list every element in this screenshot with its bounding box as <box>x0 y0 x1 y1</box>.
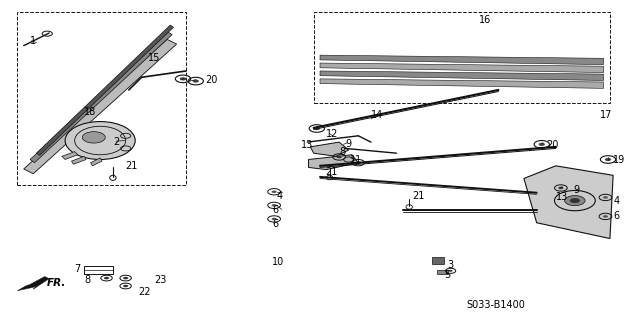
Text: 12: 12 <box>326 129 339 139</box>
Text: 13: 13 <box>301 140 313 150</box>
Ellipse shape <box>603 215 608 218</box>
Bar <box>436 270 448 274</box>
Polygon shape <box>91 158 102 166</box>
Text: 11: 11 <box>350 155 362 165</box>
Text: 21: 21 <box>125 161 138 171</box>
Bar <box>431 256 444 264</box>
Text: 8: 8 <box>84 275 90 285</box>
Ellipse shape <box>123 285 128 287</box>
Text: 9: 9 <box>573 184 579 195</box>
Polygon shape <box>320 55 604 65</box>
Text: 22: 22 <box>138 287 151 297</box>
Text: 6: 6 <box>613 211 620 221</box>
Polygon shape <box>72 156 86 164</box>
Ellipse shape <box>603 196 608 199</box>
Polygon shape <box>320 79 604 88</box>
Ellipse shape <box>356 161 361 164</box>
Text: 20: 20 <box>205 76 218 85</box>
Text: 4: 4 <box>613 196 620 206</box>
Text: 14: 14 <box>371 110 383 120</box>
Text: 6: 6 <box>272 205 278 215</box>
Ellipse shape <box>180 77 186 80</box>
Ellipse shape <box>449 270 452 272</box>
Text: 15: 15 <box>148 53 161 63</box>
Polygon shape <box>62 152 78 160</box>
Text: 17: 17 <box>600 110 612 120</box>
Polygon shape <box>310 142 349 156</box>
Text: 5: 5 <box>444 270 451 280</box>
Ellipse shape <box>123 277 128 279</box>
Ellipse shape <box>605 158 611 161</box>
Ellipse shape <box>271 190 276 193</box>
Ellipse shape <box>193 79 199 83</box>
Text: 13: 13 <box>556 192 568 203</box>
Ellipse shape <box>104 277 109 279</box>
Text: 10: 10 <box>272 257 284 267</box>
Ellipse shape <box>337 156 342 158</box>
Ellipse shape <box>271 204 276 207</box>
Text: S033-B1400: S033-B1400 <box>467 300 525 310</box>
Text: 20: 20 <box>546 140 559 150</box>
Text: 18: 18 <box>84 107 97 117</box>
Ellipse shape <box>539 143 545 146</box>
Text: 1: 1 <box>30 36 36 46</box>
Text: 4: 4 <box>276 191 283 201</box>
Text: FR.: FR. <box>47 278 67 288</box>
Bar <box>84 266 113 274</box>
Text: 7: 7 <box>75 263 81 274</box>
Polygon shape <box>30 32 172 163</box>
Text: 6: 6 <box>272 219 278 229</box>
Bar <box>314 12 610 103</box>
Bar <box>17 12 186 185</box>
Ellipse shape <box>65 122 135 160</box>
Ellipse shape <box>564 196 585 206</box>
Polygon shape <box>308 155 358 170</box>
Text: 21: 21 <box>325 167 337 176</box>
Ellipse shape <box>83 132 105 143</box>
Text: 19: 19 <box>613 154 625 165</box>
Polygon shape <box>524 166 613 239</box>
Text: 2: 2 <box>113 137 119 147</box>
Text: 8: 8 <box>339 147 345 157</box>
Text: 23: 23 <box>154 275 166 285</box>
Text: 3: 3 <box>447 260 454 271</box>
Ellipse shape <box>558 187 563 189</box>
Ellipse shape <box>271 218 276 220</box>
Text: 21: 21 <box>412 191 425 201</box>
Polygon shape <box>17 277 49 291</box>
Polygon shape <box>24 39 177 174</box>
Polygon shape <box>320 63 604 72</box>
Text: 16: 16 <box>479 15 492 26</box>
Ellipse shape <box>314 127 320 130</box>
Polygon shape <box>36 25 173 155</box>
Text: 9: 9 <box>346 139 351 149</box>
Ellipse shape <box>570 198 580 203</box>
Polygon shape <box>320 71 604 80</box>
